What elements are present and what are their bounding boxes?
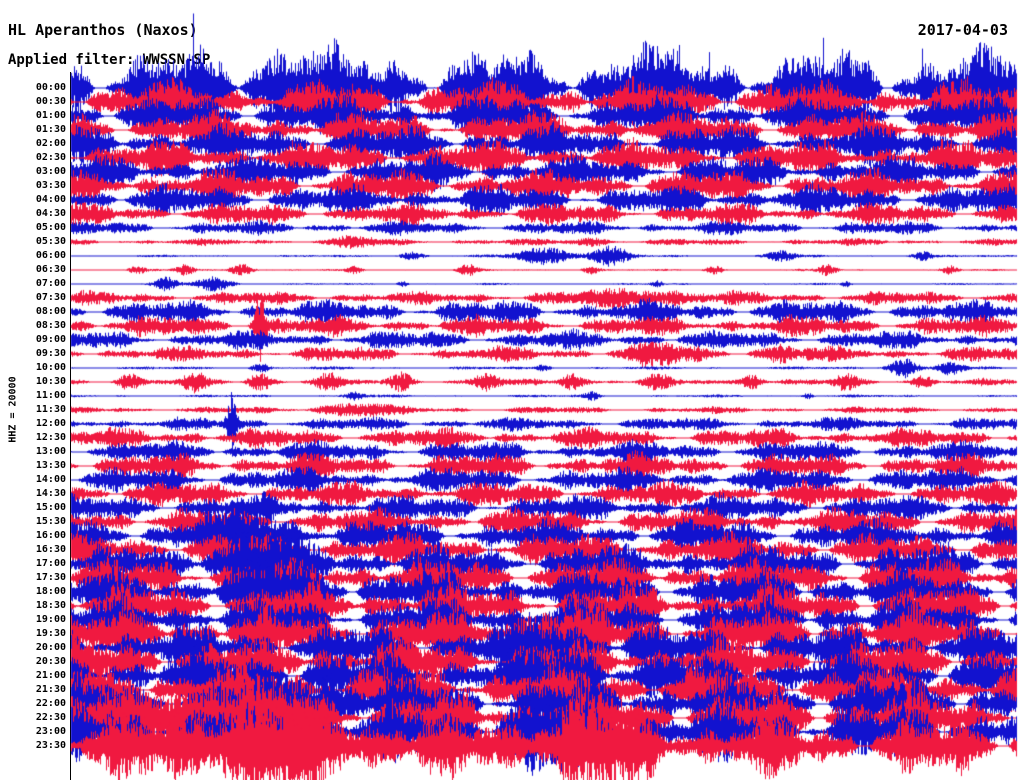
seismogram-canvas: [0, 0, 1024, 780]
helicorder-page: HL Aperanthos (Naxos) Applied filter: WW…: [0, 0, 1024, 780]
